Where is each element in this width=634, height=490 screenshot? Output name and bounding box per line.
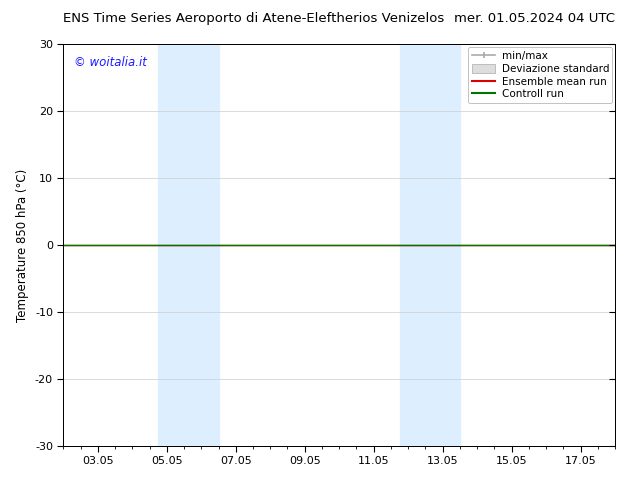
Text: ENS Time Series Aeroporto di Atene-Eleftherios Venizelos: ENS Time Series Aeroporto di Atene-Eleft… bbox=[63, 12, 444, 25]
Bar bbox=[399, 44, 460, 446]
Text: © woitalia.it: © woitalia.it bbox=[74, 56, 147, 69]
Y-axis label: Temperature 850 hPa (°C): Temperature 850 hPa (°C) bbox=[16, 169, 29, 321]
Legend: min/max, Deviazione standard, Ensemble mean run, Controll run: min/max, Deviazione standard, Ensemble m… bbox=[468, 47, 612, 103]
Bar bbox=[158, 44, 219, 446]
Text: mer. 01.05.2024 04 UTC: mer. 01.05.2024 04 UTC bbox=[454, 12, 615, 25]
